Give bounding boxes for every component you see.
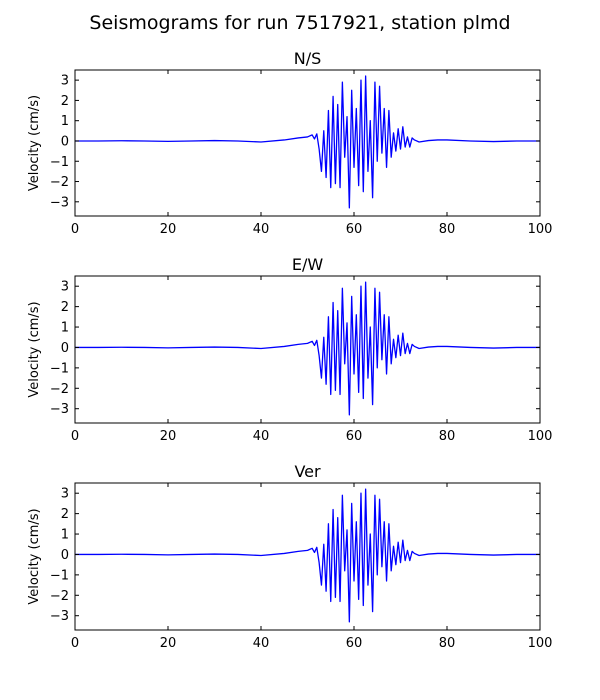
x-tick-label: 40 <box>253 636 270 651</box>
x-tick-label: 20 <box>160 636 177 651</box>
panel-3: Ver Velocity (cm/s) 0 20 40 60 80 100 −3 −2 −1 0 1 2 3 <box>27 462 552 651</box>
x-tick-label: 100 <box>528 636 553 651</box>
y-tick-label: −2 <box>50 589 69 604</box>
y-tick-label: 1 <box>61 321 69 336</box>
y-tick-label: 0 <box>61 548 69 563</box>
y-tick-label: 2 <box>61 507 69 522</box>
y-tick-label: 0 <box>61 134 69 149</box>
panel-title: N/S <box>294 49 322 68</box>
y-tick-label: 1 <box>61 528 69 543</box>
x-tick-label: 80 <box>439 222 456 237</box>
x-tick-label: 80 <box>439 429 456 444</box>
panel-title: E/W <box>292 255 324 274</box>
y-tick-label: −1 <box>50 155 69 170</box>
x-tick-label: 60 <box>346 222 363 237</box>
y-tick-label: 3 <box>61 74 69 89</box>
y-tick-label: 0 <box>61 341 69 356</box>
panel-1: N/S Velocity (cm/s) 0 20 40 60 80 100 −3 −2 −1 0 1 2 3 <box>27 49 552 237</box>
y-tick-label: 3 <box>61 487 69 502</box>
figure-title: Seismograms for run 7517921, station plm… <box>89 12 510 34</box>
y-tick-label: 3 <box>61 280 69 295</box>
y-axis-label: Velocity (cm/s) <box>27 95 42 191</box>
y-tick-label: −2 <box>50 382 69 397</box>
series-line-1 <box>75 281 540 416</box>
y-tick-label: 1 <box>61 114 69 129</box>
x-tick-label: 100 <box>528 222 553 237</box>
y-tick-label: −1 <box>50 568 69 583</box>
y-axis-label: Velocity (cm/s) <box>27 508 42 604</box>
x-tick-label: 20 <box>160 222 177 237</box>
plot-frame <box>74 275 541 424</box>
x-tick-label: 60 <box>346 636 363 651</box>
x-tick-label: 40 <box>253 222 270 237</box>
x-tick-label: 100 <box>528 429 553 444</box>
y-tick-label: −2 <box>50 175 69 190</box>
y-tick-label: −1 <box>50 361 69 376</box>
x-tick-label: 0 <box>71 429 79 444</box>
series-line-1 <box>75 488 540 623</box>
x-tick-label: 40 <box>253 429 270 444</box>
series-line-1 <box>75 75 540 209</box>
plot-frame <box>74 69 541 217</box>
panel-title: Ver <box>294 462 321 481</box>
y-tick-label: −3 <box>50 402 69 417</box>
y-tick-label: −3 <box>50 609 69 624</box>
x-tick-label: 80 <box>439 636 456 651</box>
x-tick-label: 0 <box>71 636 79 651</box>
y-tick-label: 2 <box>61 300 69 315</box>
x-tick-label: 20 <box>160 429 177 444</box>
panel-2: E/W Velocity (cm/s) 0 20 40 60 80 100 −3 −2 −1 0 1 2 3 <box>27 255 552 444</box>
y-axis-label: Velocity (cm/s) <box>27 301 42 397</box>
y-tick-label: −3 <box>50 195 69 210</box>
plot-frame <box>74 482 541 631</box>
x-tick-label: 0 <box>71 222 79 237</box>
x-tick-label: 60 <box>346 429 363 444</box>
y-tick-label: 2 <box>61 94 69 109</box>
